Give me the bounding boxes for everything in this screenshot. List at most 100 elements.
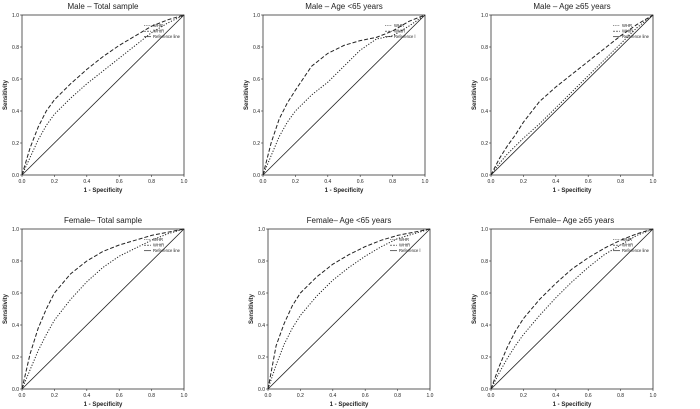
x-tick-label: 0.0 (19, 179, 26, 185)
series-line-reference-line (21, 228, 185, 390)
series-line-whtr (267, 228, 431, 390)
x-tick-label: 0.4 (83, 179, 90, 185)
x-tick-label: 0.8 (394, 393, 401, 399)
y-axis-label: Sensitivity (3, 79, 9, 110)
legend-entry: Reference l (399, 248, 420, 253)
x-axis-label: 1 - Specificity (553, 402, 592, 408)
x-tick-label: 1.0 (422, 179, 429, 185)
x-tick-label: 0.8 (617, 179, 624, 185)
x-tick-label: 0.4 (552, 393, 559, 399)
x-tick-label: 0.0 (265, 393, 272, 399)
legend-entry: Reference line (153, 34, 181, 39)
y-tick-label: 0.2 (258, 355, 265, 361)
series-line-whtr (490, 228, 654, 390)
y-axis-label: Sensitivity (244, 79, 250, 110)
y-tick-label: 0.0 (258, 387, 265, 393)
x-tick-label: 0.0 (488, 179, 495, 185)
y-tick-label: 0.6 (12, 291, 19, 297)
chart-title: Female– Age ≥65 years (530, 216, 614, 225)
legend-entry: Reference line (622, 248, 650, 253)
legend-entry: WHtR (622, 243, 633, 248)
y-tick-label: 0.8 (253, 45, 260, 51)
legend-entry: Reference l (394, 34, 415, 39)
x-tick-label: 0.0 (19, 393, 26, 399)
y-tick-label: 1.0 (481, 13, 488, 19)
series-line-whtr (21, 228, 185, 390)
plot-frame (490, 228, 654, 390)
y-axis-label: Sensitivity (3, 293, 9, 324)
y-tick-label: 1.0 (258, 227, 265, 233)
y-tick-label: 0.0 (481, 173, 488, 179)
y-tick-label: 0.6 (12, 77, 19, 83)
y-tick-label: 0.8 (481, 259, 488, 265)
series-line-whr (490, 14, 654, 176)
chart-title: Male – Age <65 years (305, 2, 383, 11)
y-tick-label: 0.0 (12, 387, 19, 393)
y-tick-label: 0.2 (481, 355, 488, 361)
legend-entry: WHR (394, 23, 404, 28)
x-tick-label: 1.0 (650, 179, 657, 185)
chart-title: Male – Total sample (68, 2, 140, 11)
x-tick-label: 0.2 (51, 393, 58, 399)
y-tick-label: 0.6 (481, 77, 488, 83)
x-tick-label: 0.2 (51, 179, 58, 185)
x-tick-label: 1.0 (427, 393, 434, 399)
x-axis-label: 1 - Specificity (553, 188, 592, 194)
series-line-whr (21, 14, 185, 176)
y-tick-label: 0.2 (481, 141, 488, 147)
legend-entry: WHR (622, 23, 632, 28)
series-line-reference-line (490, 14, 654, 176)
y-tick-label: 0.4 (258, 323, 265, 329)
roc-panel-1: Male – Total sample 0.0 0.2 0.4 0.6 0.8 1.0 0.0… (3, 2, 188, 194)
y-tick-label: 0.0 (253, 173, 260, 179)
x-tick-label: 0.4 (83, 393, 90, 399)
series-line-whr (490, 228, 654, 390)
x-tick-label: 0.4 (329, 393, 336, 399)
x-tick-label: 1.0 (650, 393, 657, 399)
y-tick-label: 0.2 (253, 141, 260, 147)
y-tick-label: 0.4 (481, 109, 488, 115)
x-axis-label: 1 - Specificity (84, 402, 123, 408)
roc-panel-4: Female– Total sample 0.0 0.2 0.4 0.6 0.8 1.0 0.… (3, 216, 188, 408)
y-tick-label: 0.4 (481, 323, 488, 329)
plot-frame (21, 228, 185, 390)
legend-entry: WHtR (394, 29, 405, 34)
plot-frame (267, 228, 431, 390)
roc-panel-5: Female– Age <65 years 0.0 0.2 0.4 0.6 0.8 1.0 0… (249, 216, 434, 408)
roc-panel-6: Female– Age ≥65 years 0.0 0.2 0.4 0.6 0.8 1.0 0… (472, 216, 657, 408)
x-axis-label: 1 - Specificity (325, 188, 364, 194)
y-tick-label: 0.6 (481, 291, 488, 297)
x-axis-label: 1 - Specificity (330, 402, 369, 408)
x-tick-label: 0.2 (520, 393, 527, 399)
x-tick-label: 0.0 (260, 179, 267, 185)
x-tick-label: 0.0 (488, 393, 495, 399)
series-line-whr (262, 14, 426, 176)
plot-frame (262, 14, 426, 176)
x-tick-label: 0.6 (585, 393, 592, 399)
x-tick-label: 0.2 (297, 393, 304, 399)
x-tick-label: 0.6 (362, 393, 369, 399)
roc-panel-3: Male – Age ≥65 years 0.0 0.2 0.4 0.6 0.8 1.0 0.… (472, 2, 657, 194)
x-tick-label: 0.6 (357, 179, 364, 185)
y-tick-label: 0.6 (253, 77, 260, 83)
y-tick-label: 0.2 (12, 355, 19, 361)
y-tick-label: 0.8 (481, 45, 488, 51)
x-axis-label: 1 - Specificity (84, 188, 123, 194)
legend-entry: WHR (622, 237, 632, 242)
series-line-whr (267, 228, 431, 390)
y-axis-label: Sensitivity (472, 79, 478, 110)
series-line-whtr (490, 14, 654, 176)
y-tick-label: 0.8 (12, 45, 19, 51)
y-tick-label: 0.8 (258, 259, 265, 265)
x-tick-label: 0.8 (389, 179, 396, 185)
x-tick-label: 0.8 (617, 393, 624, 399)
series-line-reference-line (21, 14, 185, 176)
legend-entry: WHtR (153, 243, 164, 248)
series-line-reference-l (262, 14, 426, 176)
y-axis-label: Sensitivity (249, 293, 255, 324)
y-tick-label: 0.4 (253, 109, 260, 115)
y-tick-label: 0.6 (258, 291, 265, 297)
roc-panel-2: Male – Age <65 years 0.0 0.2 0.4 0.6 0.8 1.0 0.… (244, 2, 429, 194)
chart-title: Male – Age ≥65 years (533, 2, 610, 11)
